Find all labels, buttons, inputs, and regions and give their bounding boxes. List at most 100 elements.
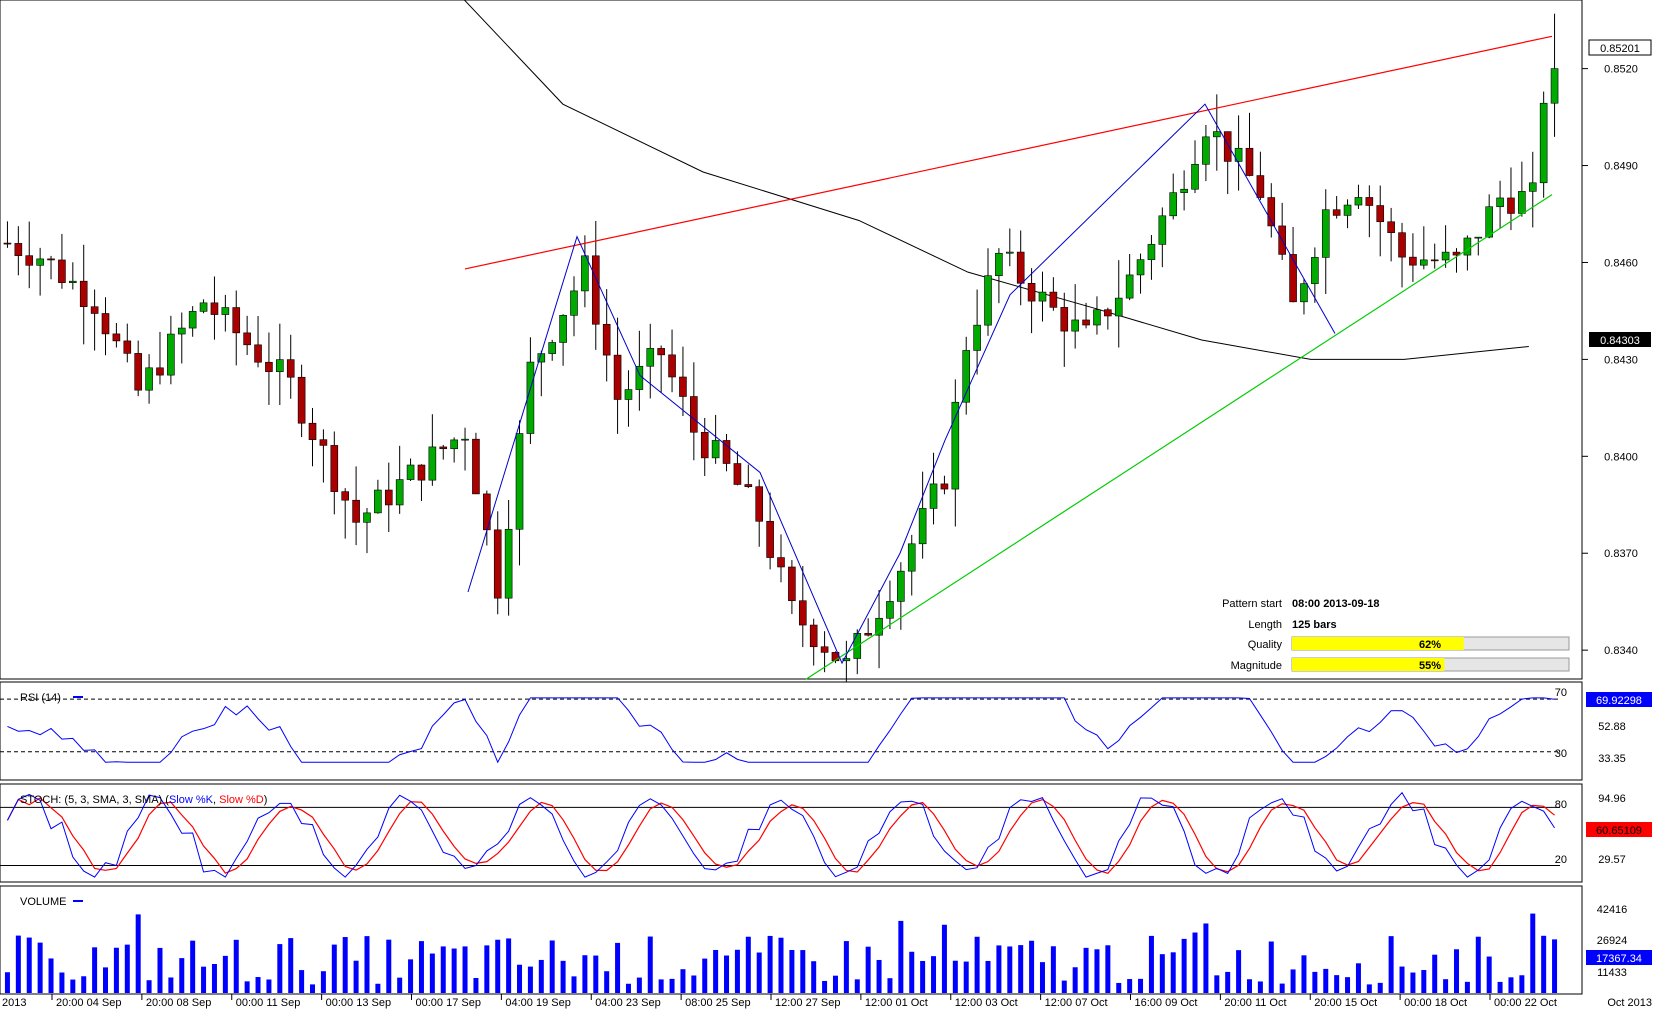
candle-body	[1158, 215, 1167, 245]
candle-body	[1441, 251, 1450, 261]
candle-body	[886, 601, 894, 619]
candle-body	[1060, 307, 1069, 332]
quality-bar	[1292, 637, 1464, 650]
candle-body	[221, 307, 230, 315]
volume-bar	[1170, 952, 1176, 993]
candle-body	[1354, 197, 1363, 206]
volume-bar	[484, 945, 490, 993]
volume-title: VOLUME	[20, 896, 66, 908]
volume-bar	[952, 960, 958, 993]
candle-body	[90, 306, 99, 314]
volume-bar	[1410, 972, 1416, 993]
volume-bar	[310, 984, 316, 993]
volume-bar	[887, 978, 893, 993]
rsi-tick-30: 30	[1555, 748, 1567, 760]
volume-bar	[364, 936, 370, 993]
candle-body	[1300, 283, 1308, 303]
candle-body	[472, 438, 480, 495]
stoch-k-line	[7, 791, 1555, 878]
candle-body	[1365, 197, 1374, 206]
svg-text:0.84303: 0.84303	[1600, 335, 1640, 347]
candle-body	[25, 255, 34, 266]
volume-bar	[266, 979, 272, 993]
x-label: 20:00 04 Sep	[56, 997, 121, 1009]
volume-bar	[1355, 963, 1361, 993]
candle-body	[483, 493, 491, 531]
volume-bar	[1039, 962, 1045, 993]
volume-bar	[996, 945, 1002, 993]
candle-body	[1267, 197, 1276, 227]
volume-bar	[625, 983, 631, 993]
volume-bar	[1399, 966, 1405, 993]
candle-body	[210, 302, 219, 315]
candle-body	[918, 508, 927, 545]
candle-body	[1420, 259, 1428, 266]
volume-bar	[37, 942, 43, 993]
volume-bar	[113, 947, 119, 993]
candle-body	[679, 376, 687, 397]
ma-value-box: 0.84303	[1589, 332, 1651, 347]
volume-panel: VOLUME 42416 26924 17367.34 11433	[0, 885, 1652, 995]
candle-body	[722, 440, 731, 464]
candle-body	[1169, 192, 1178, 217]
volume-bar	[81, 976, 87, 993]
candle-body	[504, 528, 513, 599]
volume-bar	[843, 941, 849, 993]
volume-bar	[702, 958, 708, 993]
rsi-tick-52: 52.88	[1598, 721, 1626, 733]
volume-bar	[1116, 982, 1122, 993]
pattern-info-box: Pattern start 08:00 2013-09-18 Length 12…	[1222, 598, 1570, 672]
volume-bar	[1018, 945, 1024, 993]
volume-bar	[92, 947, 98, 993]
volume-bar	[1127, 979, 1133, 993]
x-label: 00:00 18 Oct	[1404, 997, 1467, 1009]
candle-body	[1147, 244, 1156, 260]
x-label: 20:00 15 Oct	[1314, 997, 1377, 1009]
candle-body	[1409, 256, 1417, 266]
volume-last-value: 17367.34	[1596, 953, 1642, 965]
volume-bar	[1301, 955, 1307, 993]
candle-body	[1387, 221, 1395, 233]
volume-bar	[353, 960, 359, 993]
candle-body	[254, 344, 262, 363]
candle-body	[1332, 209, 1341, 216]
rsi-tick-33: 33.35	[1598, 753, 1626, 765]
volume-bar	[865, 946, 871, 993]
volume-bar	[549, 940, 555, 993]
candle-body	[777, 557, 785, 568]
volume-bar	[418, 941, 424, 993]
candle-body	[788, 566, 796, 602]
price-tick-label: 0.8430	[1604, 354, 1638, 366]
volume-bar	[811, 961, 817, 993]
candle-body	[842, 658, 851, 662]
volume-bar	[724, 955, 730, 993]
volume-bar	[451, 948, 457, 993]
x-label: 00:00 22 Oct	[1494, 997, 1557, 1009]
volume-bar	[745, 936, 751, 993]
volume-bar	[538, 959, 544, 993]
volume-bar	[320, 971, 326, 993]
stoch-panel: STOCH: (5, 3, SMA, 3, SMA) (Slow %K, Slo…	[0, 783, 1652, 883]
volume-bar	[1323, 968, 1329, 993]
candle-body	[1343, 204, 1352, 216]
volume-bar	[1246, 979, 1252, 993]
volume-bar	[1464, 981, 1470, 993]
candle-body	[177, 327, 186, 335]
candle-body	[384, 489, 393, 506]
svg-text:0.85201: 0.85201	[1600, 43, 1640, 55]
candle-body	[286, 359, 295, 378]
candle-body	[1430, 259, 1439, 262]
x-label: 00:00 13 Sep	[326, 997, 391, 1009]
candle-body	[79, 280, 88, 308]
volume-bar	[1334, 975, 1340, 993]
volume-bar	[1388, 936, 1394, 993]
candle-body	[897, 570, 905, 602]
volume-bar	[1345, 977, 1351, 993]
candle-body	[1016, 251, 1025, 284]
stoch-tick-20: 20	[1555, 854, 1567, 866]
price-tick-label: 0.8400	[1604, 451, 1638, 463]
pattern-lines	[464, 35, 1553, 680]
candle-body	[624, 389, 633, 400]
magnitude-value: 55%	[1419, 660, 1441, 672]
